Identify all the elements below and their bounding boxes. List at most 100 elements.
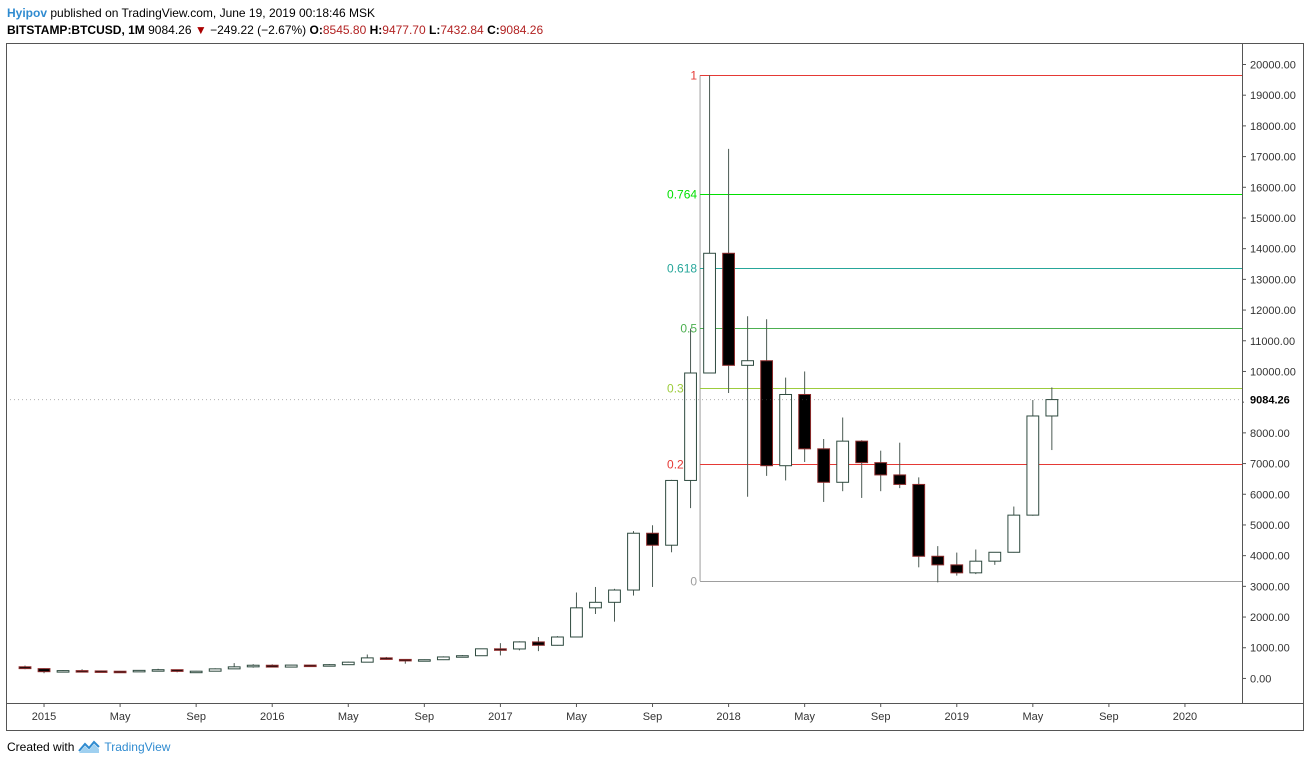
candle bbox=[18, 665, 32, 670]
author-name[interactable]: Hyipov bbox=[7, 6, 48, 20]
price-tick-label: 12000.00 bbox=[1250, 305, 1296, 317]
candle bbox=[969, 549, 983, 575]
candle bbox=[132, 669, 146, 673]
time-tick-label: May bbox=[338, 711, 359, 723]
price-tick-label: 6000.00 bbox=[1250, 489, 1290, 501]
candle-body-up bbox=[1045, 399, 1059, 417]
candle-body-up bbox=[589, 601, 602, 609]
candle-body-down bbox=[931, 555, 945, 566]
candle-body-up bbox=[969, 560, 983, 574]
candle bbox=[341, 661, 355, 666]
price-tick-label: 4000.00 bbox=[1250, 551, 1290, 563]
candle bbox=[874, 450, 888, 492]
close-value: 9084.26 bbox=[499, 23, 544, 37]
open-label: O: bbox=[309, 23, 323, 37]
price-tick-label: 8000.00 bbox=[1250, 428, 1290, 440]
candle bbox=[227, 663, 241, 670]
price-tick-label: 13000.00 bbox=[1250, 274, 1296, 286]
candle bbox=[950, 552, 964, 576]
candle-body-up bbox=[417, 659, 431, 662]
created-with-text: Created with bbox=[7, 740, 75, 754]
low-value: 7432.84 bbox=[440, 23, 484, 37]
publish-header: Hyipov published on TradingView.com, Jun… bbox=[7, 4, 375, 22]
candle bbox=[417, 659, 431, 662]
candle bbox=[1045, 387, 1059, 451]
open-value: 8545.80 bbox=[322, 23, 367, 37]
time-axis[interactable]: 2015 May Sep 2016 May Sep 2017 May Sep 2018 May Sep… bbox=[32, 703, 1197, 723]
candle bbox=[1007, 506, 1021, 553]
candle-body-up bbox=[988, 551, 1002, 562]
down-arrow-icon: ▼ bbox=[194, 23, 207, 37]
fib-level-label: 0.618 bbox=[667, 262, 697, 276]
symbol-legend: BITSTAMP:BTCUSD, 1M 9084.26 ▼ −249.22 (−… bbox=[7, 21, 543, 39]
time-tick-label: 2019 bbox=[945, 711, 969, 723]
time-tick-label: May bbox=[794, 711, 815, 723]
candle-body-down bbox=[398, 658, 412, 662]
candle bbox=[113, 670, 127, 674]
candle bbox=[360, 654, 374, 663]
time-tick-label: Sep bbox=[1099, 711, 1119, 723]
candle bbox=[760, 319, 774, 476]
tradingview-logo-icon[interactable] bbox=[78, 740, 101, 754]
price-tick-label: 3000.00 bbox=[1250, 581, 1290, 593]
price-tick-label: 16000.00 bbox=[1250, 182, 1296, 194]
candle-body-down bbox=[94, 670, 108, 673]
candle-body-up bbox=[779, 393, 793, 467]
candle-body-down bbox=[379, 657, 393, 660]
price-tick-label: 7000.00 bbox=[1250, 459, 1290, 471]
price-tick-label: 17000.00 bbox=[1250, 152, 1296, 164]
time-tick-label: May bbox=[1022, 711, 1043, 723]
candle bbox=[37, 668, 51, 674]
candle bbox=[988, 551, 1002, 565]
candle bbox=[532, 637, 545, 652]
candle bbox=[170, 669, 184, 673]
candle bbox=[436, 656, 450, 661]
time-tick-label: Sep bbox=[415, 711, 435, 723]
symbol-name[interactable]: BITSTAMP:BTCUSD bbox=[7, 23, 122, 37]
candle-body-down bbox=[303, 664, 317, 668]
candle bbox=[265, 664, 279, 668]
candle bbox=[798, 371, 812, 463]
close-label: C: bbox=[487, 23, 500, 37]
high-label: H: bbox=[369, 23, 383, 37]
time-tick-label: May bbox=[110, 711, 131, 723]
candle bbox=[379, 656, 393, 660]
candle bbox=[246, 664, 260, 668]
price-tick-label: 15000.00 bbox=[1250, 213, 1296, 225]
chart-frame bbox=[6, 43, 1304, 731]
candle bbox=[741, 316, 754, 497]
candle-body-down bbox=[817, 448, 831, 483]
chart-container[interactable]: 1 0.764 0.618 0.5 0.382 0.232 0 0.00 1000.00 200… bbox=[6, 43, 1304, 731]
candles bbox=[6, 75, 1242, 674]
price-axis[interactable]: 0.00 1000.00 2000.00 3000.00 4000.00 5000.00 6… bbox=[1242, 59, 1302, 685]
candle bbox=[931, 546, 945, 583]
time-tick-label: 2017 bbox=[488, 711, 512, 723]
publish-info: published on TradingView.com, June 19, 2… bbox=[50, 6, 376, 20]
candle bbox=[75, 669, 89, 673]
candle bbox=[608, 588, 621, 622]
candle bbox=[665, 479, 678, 553]
candle-body-down bbox=[265, 664, 279, 668]
candle bbox=[684, 328, 697, 509]
price-tick-label: 2000.00 bbox=[1250, 612, 1290, 624]
candle bbox=[817, 439, 831, 502]
price-tick-label: 1000.00 bbox=[1250, 643, 1290, 655]
last-price: 9084.26 bbox=[148, 23, 192, 37]
fib-level-label: 0 bbox=[690, 575, 697, 589]
tradingview-brand[interactable]: TradingView bbox=[104, 740, 171, 754]
candle bbox=[893, 442, 907, 489]
candle-body-up bbox=[703, 252, 716, 374]
candle-body-down bbox=[893, 474, 907, 485]
candle bbox=[570, 592, 583, 638]
candle bbox=[189, 670, 203, 674]
footer: Created with TradingView bbox=[7, 739, 170, 755]
candle bbox=[94, 670, 108, 673]
candle-body-up bbox=[684, 372, 697, 481]
price-tick-label: 11000.00 bbox=[1250, 336, 1295, 348]
time-tick-label: Sep bbox=[643, 711, 663, 723]
candle-body-down bbox=[950, 564, 964, 574]
candle-body-up bbox=[227, 666, 241, 670]
candle-body-up bbox=[284, 664, 298, 668]
time-tick-label: May bbox=[566, 711, 587, 723]
